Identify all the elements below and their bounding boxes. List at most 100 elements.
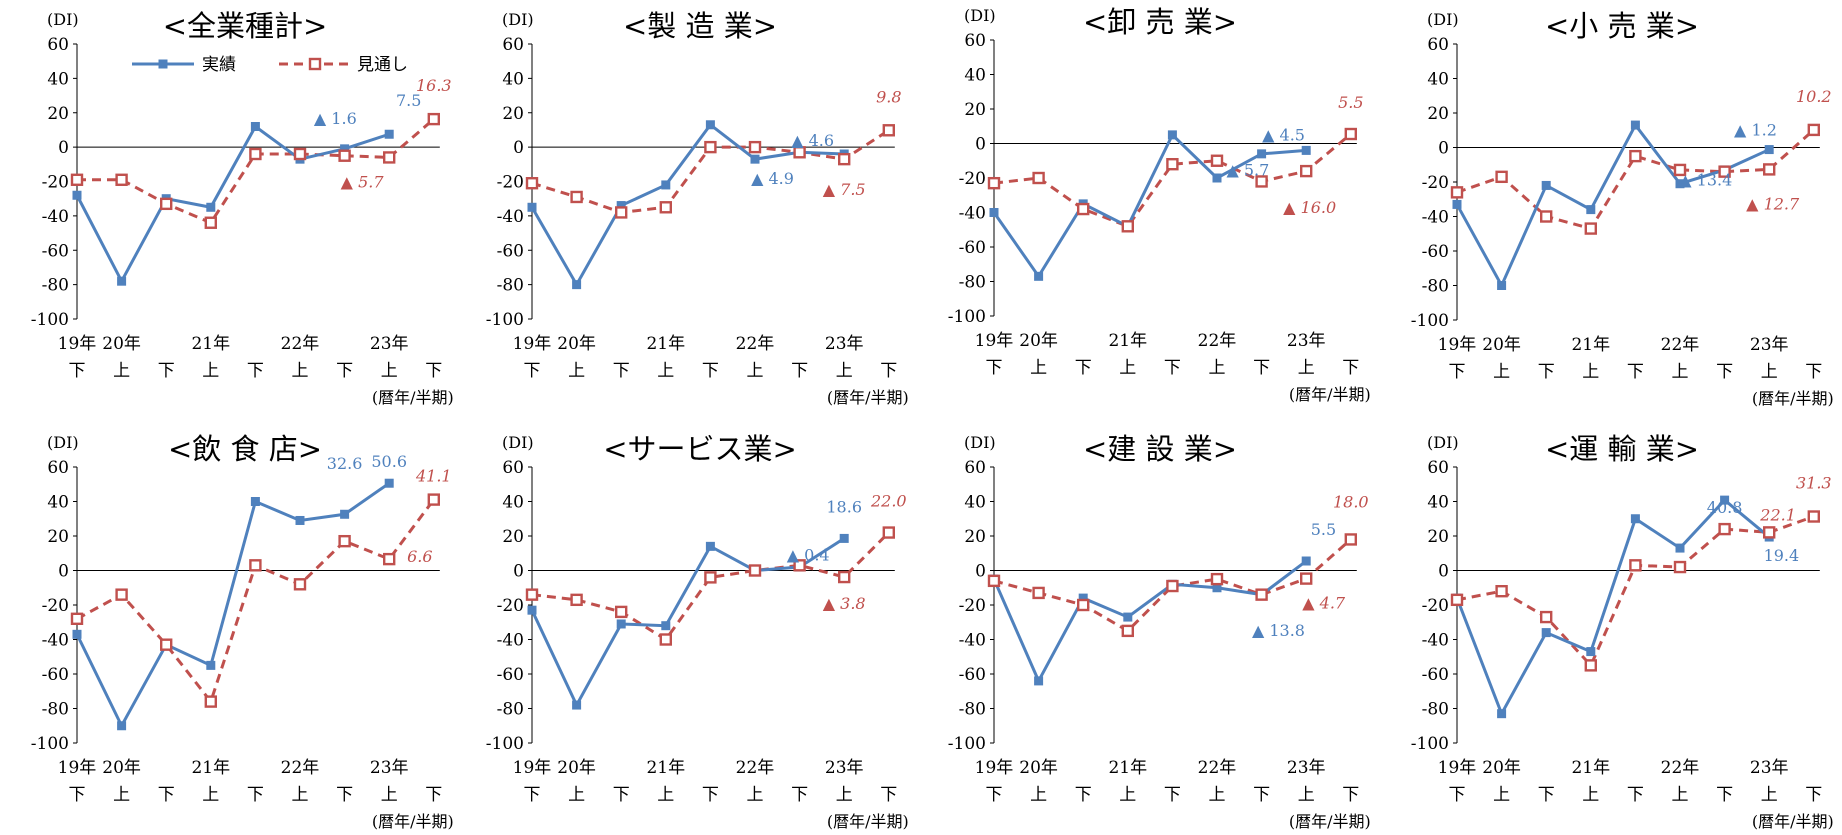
x-year-label: 23年 <box>825 334 864 354</box>
y-tick-label: -60 <box>1422 665 1449 685</box>
y-tick-label: 40 <box>1427 493 1449 513</box>
chart-panel-5: <飲 食 店> (DI) 60 40 20 0 -20 -40 -60 -80 -100 下 上 下 上 下 上… <box>31 432 454 831</box>
point-forecast <box>615 206 628 219</box>
point-actual <box>616 201 626 211</box>
y-tick-label: 40 <box>1427 70 1449 90</box>
point-forecast <box>1121 624 1135 638</box>
point-forecast <box>1450 593 1464 607</box>
point-actual <box>661 621 671 631</box>
x-half-label: 下 <box>986 785 1003 805</box>
point-forecast <box>615 605 628 619</box>
y-tick-label: 0 <box>975 135 986 155</box>
x-half-label: 下 <box>336 785 353 805</box>
y-tick-label: -20 <box>1422 173 1449 193</box>
y-tick-label: -100 <box>31 734 69 754</box>
point-forecast <box>1076 202 1090 216</box>
point-forecast <box>1807 510 1821 523</box>
series-line-actual <box>1455 498 1771 718</box>
series-line-actual <box>75 481 391 730</box>
x-year-label: 22年 <box>1661 758 1700 778</box>
x-half-label: 下 <box>524 785 541 805</box>
point-forecast <box>838 570 851 584</box>
x-half-label: 下 <box>1538 362 1555 382</box>
chart-panel-8: <運 輸 業> (DI) 60 40 20 0 -20 -40 -60 -80 -100 下 上 下 上 下 上… <box>1411 432 1834 831</box>
x-half-label: 下 <box>702 785 719 805</box>
point-forecast <box>1450 186 1464 199</box>
y-tick-label: 20 <box>1427 527 1449 547</box>
x-year-label: 23年 <box>370 334 409 354</box>
point-forecast <box>70 612 84 625</box>
data-label: ▲ 4.7 <box>1302 594 1346 613</box>
y-tick-label: -100 <box>1411 734 1449 754</box>
point-actual <box>1034 676 1044 686</box>
x-half-label: 下 <box>702 361 719 381</box>
x-half-label: 下 <box>1342 785 1359 805</box>
x-half-label: 上 <box>1298 358 1315 378</box>
y-tick-label: -40 <box>1422 631 1449 651</box>
y-tick-label: -100 <box>948 734 986 754</box>
point-forecast <box>1210 572 1224 586</box>
y-tick-label: 20 <box>47 527 69 547</box>
y-tick-label: -80 <box>42 700 69 720</box>
x-year-label: 23年 <box>1287 331 1326 351</box>
y-axis-unit: (DI) <box>47 433 79 452</box>
point-actual <box>1630 120 1640 130</box>
y-tick-label: 20 <box>47 104 69 124</box>
point-forecast <box>1032 171 1045 185</box>
x-year-label: 19年 <box>58 334 97 354</box>
x-year-label: 19年 <box>1438 335 1477 355</box>
y-tick-label: -100 <box>1411 311 1449 331</box>
data-label: ▲ 5.7 <box>341 172 385 191</box>
y-tick-label: 60 <box>964 31 986 51</box>
point-actual <box>572 700 582 710</box>
point-forecast <box>838 152 851 166</box>
y-tick-label: -80 <box>1422 700 1449 720</box>
y-axis-unit: (DI) <box>964 6 996 25</box>
y-tick-label: -60 <box>959 665 986 685</box>
point-forecast <box>293 578 307 591</box>
point-actual <box>340 144 350 154</box>
y-tick-label: 20 <box>502 527 524 547</box>
data-label: 18.6 <box>826 497 862 516</box>
point-forecast <box>1539 610 1553 624</box>
point-forecast <box>427 493 440 506</box>
y-tick-label: -80 <box>959 700 986 720</box>
legend-label-forecast: 見通し <box>357 55 408 75</box>
y-tick-label: 0 <box>58 562 69 582</box>
data-label: ▲ 12.7 <box>1746 194 1800 213</box>
point-forecast <box>1584 659 1598 672</box>
y-tick-label: 60 <box>502 458 524 478</box>
data-label: 5.5 <box>1311 520 1336 539</box>
x-half-label: 上 <box>1493 785 1510 805</box>
y-tick-label: -60 <box>1422 242 1449 262</box>
chart-panel-7: <建 設 業> (DI) 60 40 20 0 -20 -40 -60 -80 -100 下 上 下 上 下 上… <box>948 432 1371 831</box>
x-half-label: 上 <box>1030 358 1047 378</box>
data-label: 18.0 <box>1333 492 1369 511</box>
x-half-label: 下 <box>247 785 264 805</box>
point-actual <box>750 154 760 164</box>
data-label: 10.2 <box>1796 87 1832 106</box>
point-forecast <box>1210 154 1224 167</box>
y-tick-label: -40 <box>42 631 69 651</box>
x-half-label: 上 <box>1030 785 1047 805</box>
x-year-label: 19年 <box>1438 758 1477 778</box>
x-half-label: 上 <box>1493 362 1510 382</box>
point-forecast <box>427 112 440 126</box>
y-tick-label: -60 <box>497 241 524 261</box>
chart-title: <卸 売 業> <box>1083 5 1237 39</box>
point-forecast <box>1166 579 1179 593</box>
point-forecast <box>159 638 173 651</box>
x-year-label: 21年 <box>191 758 230 778</box>
x-year-label: 19年 <box>513 758 552 778</box>
x-year-label: 23年 <box>825 758 864 778</box>
x-half-label: 下 <box>1253 785 1270 805</box>
y-tick-label: 40 <box>502 69 524 89</box>
point-forecast <box>1344 127 1358 141</box>
y-tick-label: 0 <box>513 138 524 158</box>
point-forecast <box>525 177 539 190</box>
point-actual <box>1675 543 1685 553</box>
x-axis-note: (暦年/半期) <box>1289 812 1371 831</box>
x-year-label: 22年 <box>736 334 775 354</box>
x-year-label: 22年 <box>281 758 320 778</box>
